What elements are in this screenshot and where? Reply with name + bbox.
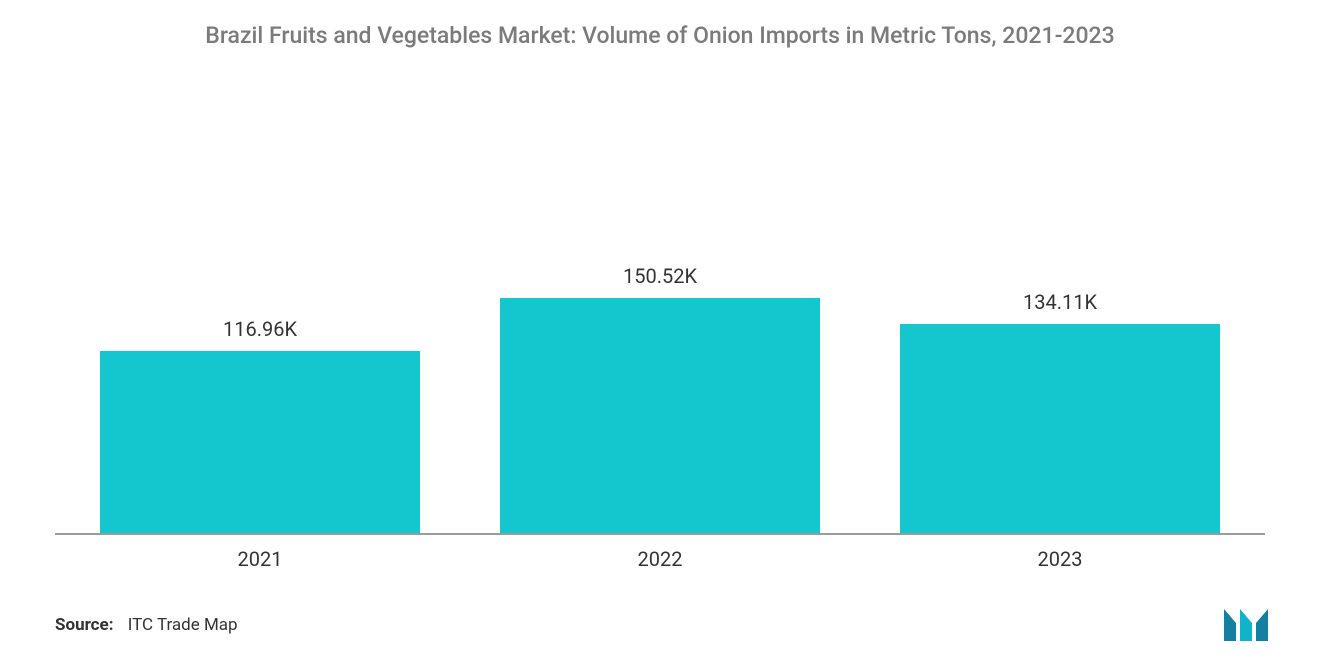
bar-group: 150.52K 2022 <box>460 95 860 535</box>
source-attribution: Source: ITC Trade Map <box>55 615 238 635</box>
bar <box>900 324 1220 535</box>
brand-logo <box>1222 605 1280 643</box>
category-label: 2022 <box>638 547 683 571</box>
bar-value-label: 116.96K <box>223 317 297 341</box>
bar-value-label: 134.11K <box>1023 290 1097 314</box>
category-label: 2021 <box>238 547 283 571</box>
source-label: Source: <box>55 615 113 635</box>
bar <box>100 351 420 535</box>
chart-title: Brazil Fruits and Vegetables Market: Vol… <box>0 22 1320 49</box>
source-text: ITC Trade Map <box>128 615 238 635</box>
plot-area: 116.96K 2021 150.52K 2022 134.11K 2023 <box>60 95 1260 535</box>
bar-group: 116.96K 2021 <box>60 95 460 535</box>
bar-value-label: 150.52K <box>623 264 697 288</box>
x-axis-line <box>55 533 1265 535</box>
category-label: 2023 <box>1038 547 1083 571</box>
bar <box>500 298 820 535</box>
bar-group: 134.11K 2023 <box>860 95 1260 535</box>
